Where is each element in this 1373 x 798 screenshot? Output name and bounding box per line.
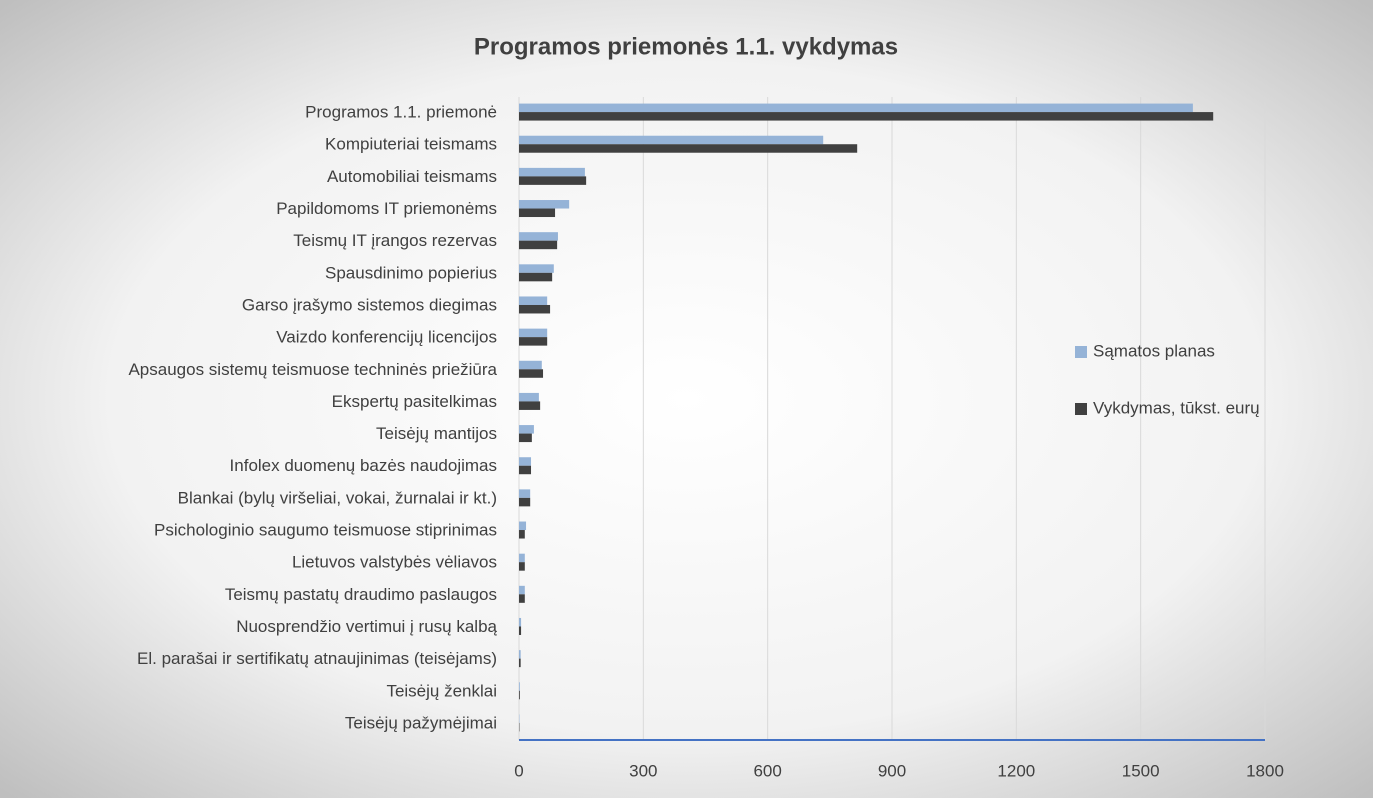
y-tick-label: Teisėjų pažymėjimai (345, 713, 497, 732)
y-tick-label: Ekspertų pasitelkimas (332, 392, 497, 411)
legend-label: Vykdymas, tūkst. eurų (1093, 398, 1260, 417)
y-tick-label: Teisėjų ženklai (386, 681, 497, 700)
bar (519, 112, 1214, 121)
bar (519, 658, 521, 668)
legend-swatch (1075, 346, 1087, 358)
bar (519, 425, 534, 434)
bar (519, 240, 558, 250)
y-tick-label: Programos 1.1. priemonė (305, 103, 497, 122)
y-tick-label: Lietuvos valstybės vėliavos (292, 553, 497, 572)
y-tick-label: Automobiliai teismams (327, 167, 497, 186)
bar (519, 144, 858, 153)
y-tick-label: Garso įrašymo sistemos diegimas (242, 295, 497, 314)
bar (519, 626, 522, 635)
y-tick-label: Vaizdo konferencijų licencijos (276, 328, 497, 347)
bar (519, 682, 520, 691)
bar (519, 264, 554, 273)
bar (519, 296, 548, 305)
bar (519, 690, 520, 700)
y-tick-label: Spausdinimo popierius (325, 263, 497, 282)
y-tick-label: Kompiuteriai teismams (325, 135, 497, 154)
bar (519, 497, 531, 507)
bar (519, 337, 548, 346)
bar (519, 521, 527, 531)
x-tick-label: 1500 (1122, 761, 1160, 780)
chart-title: Programos priemonės 1.1. vykdymas (474, 33, 898, 60)
bar (519, 530, 525, 539)
bar (519, 585, 525, 595)
x-tick-label: 900 (878, 761, 906, 780)
bar (519, 562, 525, 571)
y-tick-label: Teismų pastatų draudimo paslaugos (225, 585, 497, 604)
y-tick-label: Apsaugos sistemų teismuose techninės pri… (128, 360, 497, 379)
y-tick-label: Teismų IT įrangos rezervas (293, 231, 497, 250)
legend-swatch (1075, 403, 1087, 415)
bar (519, 594, 525, 603)
bar (519, 135, 824, 145)
bar (519, 232, 558, 241)
bar (519, 167, 585, 177)
bar (519, 617, 522, 627)
legend-label: Sąmatos planas (1093, 341, 1215, 360)
bar (519, 103, 1193, 113)
bar (519, 360, 542, 370)
bar (519, 369, 544, 378)
x-tick-label: 1200 (997, 761, 1035, 780)
y-tick-label: Nuosprendžio vertimui į rusų kalbą (236, 617, 497, 636)
bar (519, 200, 570, 209)
bar (519, 272, 553, 282)
y-tick-label: Infolex duomenų bazės naudojimas (230, 456, 497, 475)
bar (519, 433, 532, 443)
x-tick-label: 300 (629, 761, 657, 780)
x-tick-label: 600 (753, 761, 781, 780)
y-tick-label: Papildomoms IT priemonėms (276, 199, 497, 218)
bar (519, 208, 556, 218)
y-tick-label: Teisėjų mantijos (376, 424, 497, 443)
x-tick-label: 0 (514, 761, 523, 780)
bar (519, 392, 539, 402)
bar (519, 465, 532, 475)
y-tick-label: Blankai (bylų viršeliai, vokai, žurnalai… (178, 488, 497, 507)
y-tick-label: Psichologinio saugumo teismuose stiprini… (154, 521, 497, 540)
x-tick-label: 1800 (1246, 761, 1284, 780)
bar (519, 650, 521, 659)
bar (519, 489, 531, 498)
bar (519, 401, 541, 410)
y-tick-label: El. parašai ir sertifikatų atnaujinimas … (137, 649, 497, 668)
bar (519, 553, 525, 563)
bar (519, 457, 532, 466)
bar (519, 328, 548, 338)
bar (519, 304, 551, 314)
bar (519, 176, 587, 185)
